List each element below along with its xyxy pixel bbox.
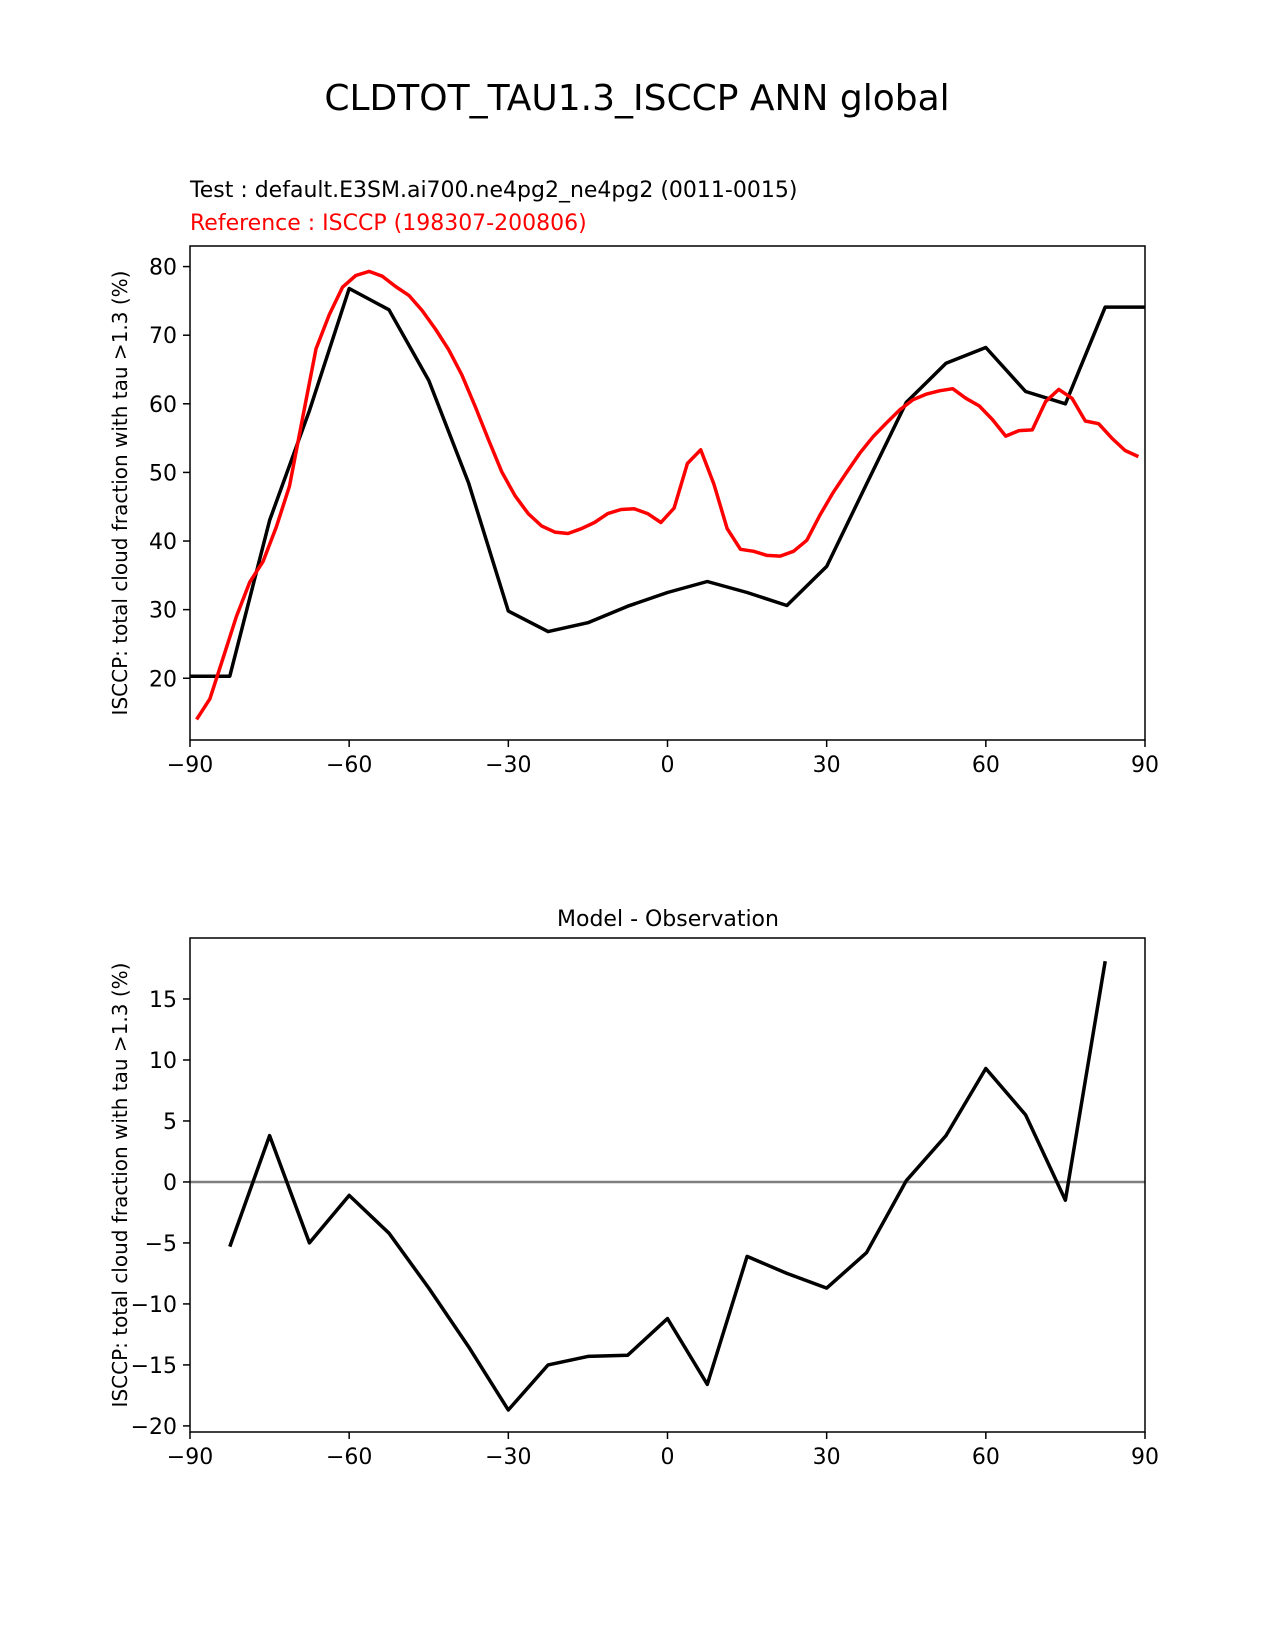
x-tick-label: 60	[972, 1445, 1000, 1470]
y-tick-label: −5	[145, 1232, 177, 1257]
y-tick-label: 5	[163, 1110, 177, 1135]
y-tick-label: 40	[149, 530, 177, 555]
figure-suptitle: CLDTOT_TAU1.3_ISCCP ANN global	[324, 78, 949, 119]
x-tick-label: 30	[813, 753, 841, 778]
bottom-plot: −90 −60 −30 0 30 60 90 −20 −15 −10 −5 0 5 10 15 ISCCP: …	[108, 937, 1159, 1470]
x-tick-label: −30	[485, 1445, 531, 1470]
reference-label: Reference : ISCCP (198307-200806)	[190, 211, 587, 236]
axes-frame	[189, 245, 1146, 741]
y-tick-label: −15	[131, 1354, 177, 1379]
x-tick-label: −60	[326, 1445, 372, 1470]
y-axis-label: ISCCP: total cloud fraction with tau >1.…	[108, 271, 132, 716]
reference-series-line	[195, 269, 1140, 721]
y-axis-label: ISCCP: total cloud fraction with tau >1.…	[108, 963, 132, 1408]
x-tick-label: 0	[661, 753, 675, 778]
x-tick-label: −30	[485, 753, 531, 778]
y-tick-label: 50	[149, 461, 177, 486]
difference-series-line	[228, 960, 1107, 1412]
y-tick-label: 30	[149, 599, 177, 624]
x-tick-label: 60	[972, 753, 1000, 778]
x-tick-label: −90	[167, 753, 213, 778]
y-tick-label: 10	[149, 1049, 177, 1074]
axes-frame	[189, 937, 1146, 1433]
y-tick-label: 0	[163, 1171, 177, 1196]
bottom-plot-title: Model - Observation	[557, 907, 779, 932]
y-tick-label: 60	[149, 393, 177, 418]
x-tick-label: −90	[167, 1445, 213, 1470]
x-tick-label: 0	[661, 1445, 675, 1470]
y-tick-label: 15	[149, 988, 177, 1013]
y-tick-label: 20	[149, 667, 177, 692]
y-tick-label: 80	[149, 256, 177, 281]
test-series-line	[190, 286, 1145, 678]
x-tick-label: −60	[326, 753, 372, 778]
top-plot: −90 −60 −30 0 30 60 90 20 30 40 50 60 70 80 ISCCP: tot…	[108, 245, 1159, 778]
test-label: Test : default.E3SM.ai700.ne4pg2_ne4pg2 …	[189, 178, 797, 203]
x-tick-label: 90	[1131, 753, 1159, 778]
y-tick-label: −10	[131, 1293, 177, 1318]
x-tick-label: 90	[1131, 1445, 1159, 1470]
y-tick-label: −20	[131, 1415, 177, 1440]
x-tick-label: 30	[813, 1445, 841, 1470]
y-tick-label: 70	[149, 324, 177, 349]
